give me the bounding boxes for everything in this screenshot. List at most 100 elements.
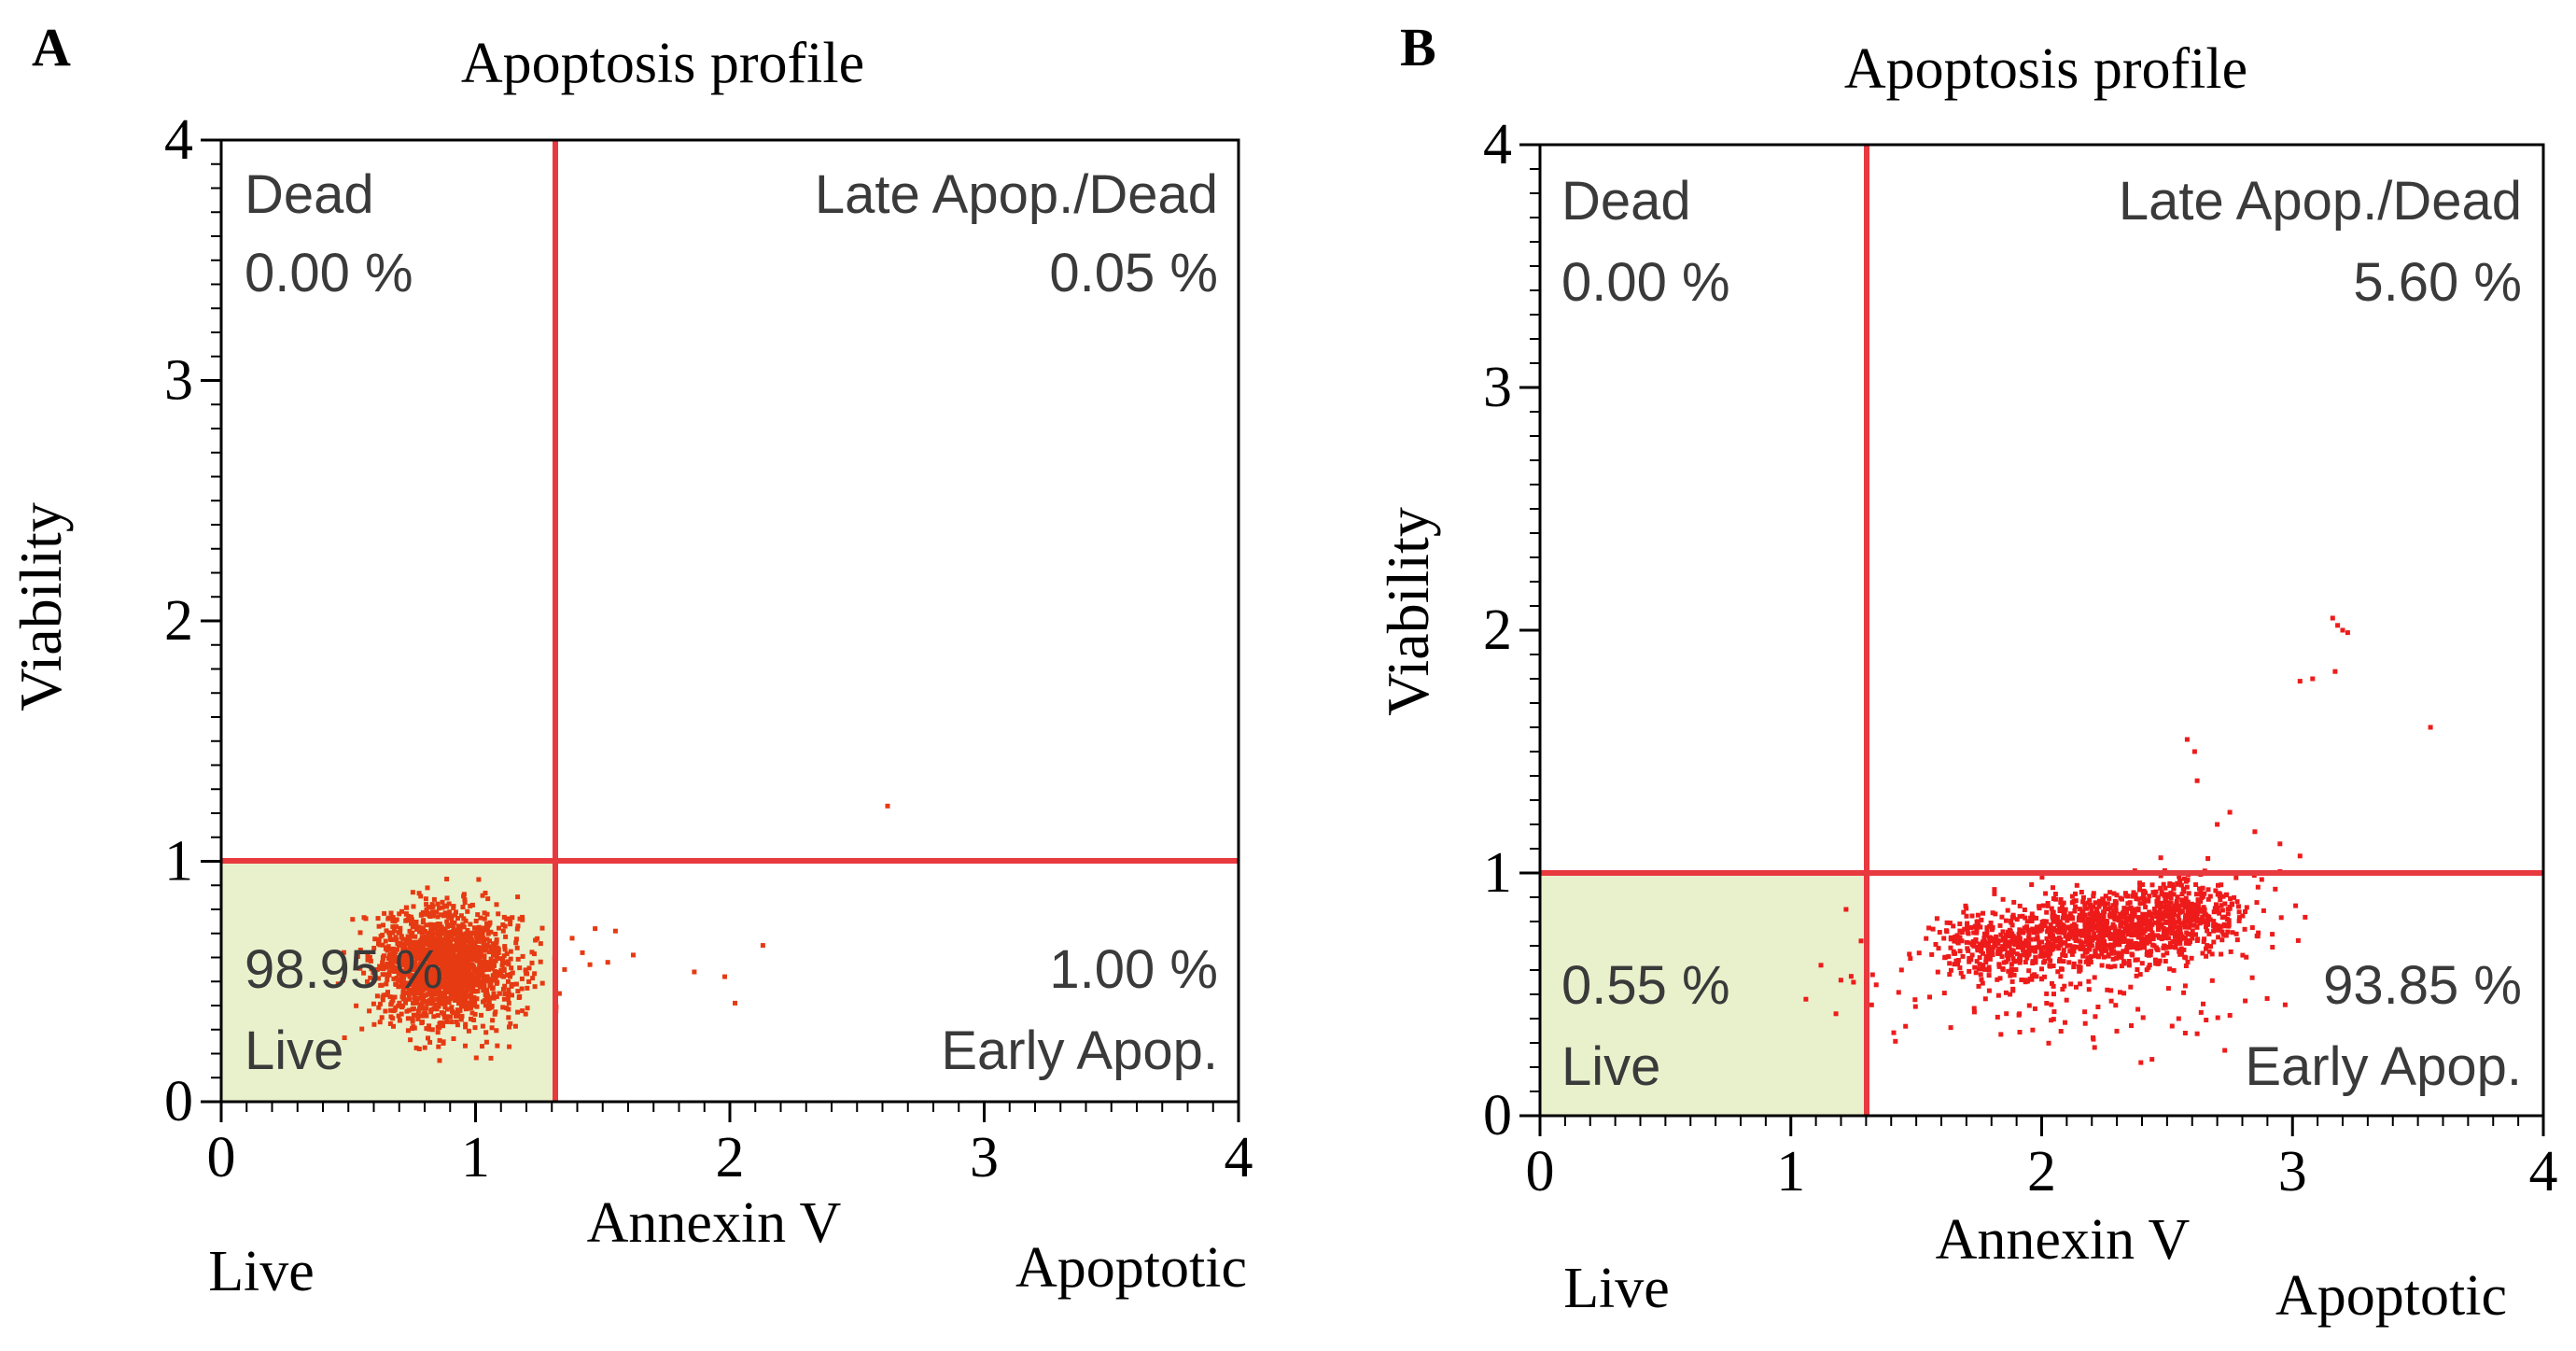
scatter-point: [2052, 927, 2058, 933]
scatter-point: [2200, 920, 2205, 925]
scatter-point: [440, 945, 445, 950]
scatter-point: [2100, 948, 2106, 953]
scatter-point: [1969, 952, 1975, 958]
scatter-point: [1971, 1006, 1977, 1011]
scatter-point: [463, 931, 469, 936]
scatter-point: [2218, 924, 2223, 930]
scatter-point: [2063, 940, 2068, 946]
scatter-point: [2163, 919, 2169, 924]
scatter-point: [631, 952, 636, 958]
scatter-point: [2078, 907, 2082, 912]
scatter-point: [1948, 1025, 1953, 1031]
y-tick-label: 3: [1483, 356, 1512, 419]
scatter-point: [387, 933, 393, 938]
scatter-point: [1990, 924, 1995, 930]
y-tick-label: 0: [164, 1070, 193, 1133]
scatter-point: [2087, 911, 2093, 917]
scatter-point: [2084, 934, 2090, 938]
scatter-point: [454, 957, 459, 963]
scatter-point: [1996, 962, 2002, 967]
scatter-point: [2178, 946, 2184, 951]
scatter-point: [406, 987, 412, 992]
scatter-point: [1960, 953, 1966, 959]
scatter-point: [1986, 964, 1992, 970]
scatter-point: [415, 924, 421, 930]
scatter-point: [431, 896, 437, 902]
scatter-point: [485, 896, 491, 902]
scatter-point: [441, 1011, 446, 1017]
scatter-point: [1893, 1038, 1898, 1044]
scatter-point: [2118, 920, 2123, 924]
scatter-point: [402, 960, 408, 964]
scatter-point: [2173, 943, 2178, 949]
scatter-point: [2295, 937, 2301, 943]
scatter-point: [2221, 932, 2226, 937]
scatter-point: [419, 935, 425, 940]
scatter-point: [2230, 902, 2234, 908]
scatter-point: [450, 959, 455, 964]
scatter-point: [457, 965, 463, 971]
scatter-point: [2140, 928, 2146, 933]
scatter-point: [484, 975, 490, 980]
scatter-point: [435, 922, 441, 928]
scatter-point: [1986, 942, 1991, 948]
scatter-point: [376, 923, 382, 929]
scatter-point: [2215, 927, 2220, 933]
x-tick-label: 3: [970, 1126, 999, 1189]
scatter-point: [2220, 894, 2226, 899]
scatter-point: [2023, 915, 2028, 921]
scatter-point: [1957, 928, 1963, 934]
scatter-point: [2297, 679, 2303, 684]
scatter-point: [2095, 1005, 2101, 1009]
scatter-point: [2081, 928, 2087, 934]
scatter-point: [424, 1026, 429, 1032]
scatter-point: [506, 1015, 511, 1020]
scatter-point: [412, 973, 417, 978]
scatter-point: [472, 941, 478, 947]
scatter-point: [2112, 917, 2118, 922]
scatter-point: [1958, 970, 1964, 976]
scatter-point: [508, 922, 513, 927]
scatter-point: [494, 994, 499, 1000]
scatter-point: [502, 960, 508, 965]
scatter-point: [1998, 1032, 2004, 1037]
scatter-point: [2204, 918, 2208, 923]
scatter-point: [2170, 882, 2176, 887]
scatter-point: [507, 1044, 512, 1049]
scatter-point: [2255, 934, 2261, 939]
scatter-point: [459, 950, 465, 955]
scatter-point: [460, 955, 466, 961]
scatter-point: [2052, 938, 2057, 944]
x-tick-label: 2: [716, 1126, 745, 1189]
scatter-point: [2256, 930, 2261, 936]
scatter-point: [1988, 921, 1994, 925]
scatter-point: [2163, 906, 2168, 911]
scatter-point: [431, 959, 437, 964]
scatter-point: [2014, 951, 2020, 957]
scatter-point: [377, 1001, 383, 1006]
scatter-point: [2110, 922, 2116, 927]
scatter-point: [1907, 951, 1912, 957]
scatter-point: [2228, 896, 2233, 901]
scatter-point: [2021, 940, 2026, 946]
scatter-point: [2254, 900, 2260, 906]
scatter-point: [502, 944, 508, 950]
scatter-point: [2211, 909, 2217, 915]
scatter-point: [392, 919, 398, 924]
scatter-point: [2236, 915, 2242, 921]
scatter-point: [1934, 916, 1939, 922]
scatter-point: [2055, 928, 2061, 934]
scatter-point: [612, 928, 618, 934]
scatter-point: [2033, 954, 2038, 960]
scatter-point: [400, 941, 406, 947]
scatter-point: [2039, 976, 2045, 981]
scatter-point: [2233, 931, 2239, 936]
scatter-point: [2082, 905, 2088, 910]
scatter-point: [2105, 920, 2110, 925]
scatter-point: [386, 969, 392, 975]
scatter-point: [2108, 998, 2114, 1004]
scatter-point: [455, 937, 460, 943]
scatter-point: [1964, 913, 1969, 919]
scatter-point: [520, 1008, 525, 1014]
scatter-point: [519, 986, 525, 992]
